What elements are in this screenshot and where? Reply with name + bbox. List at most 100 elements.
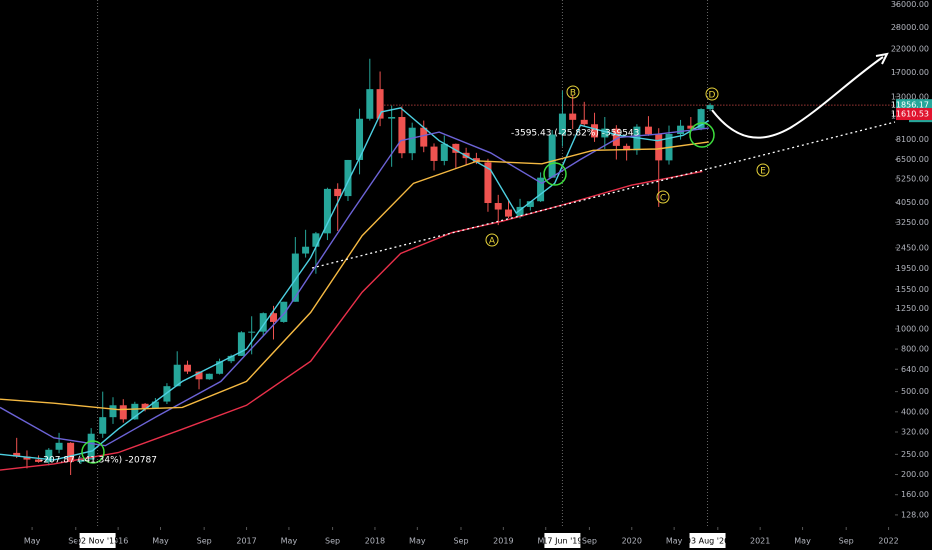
x-tick-label: 2016 xyxy=(108,537,128,546)
candle-body xyxy=(706,105,714,110)
candle-body xyxy=(612,128,620,146)
y-tick-label: 128.00 xyxy=(901,510,929,519)
x-tick-label: 2021 xyxy=(750,537,770,546)
candle-body xyxy=(580,119,588,125)
candle-body xyxy=(141,403,149,409)
y-tick-label: 200.00 xyxy=(901,470,929,479)
highlight-circle xyxy=(689,122,715,148)
candle-body xyxy=(163,386,171,402)
candle-body xyxy=(388,117,396,119)
x-tick-label: Sep xyxy=(453,537,468,546)
candle-body xyxy=(270,313,278,322)
candle-body xyxy=(35,459,43,462)
candle-body xyxy=(356,118,364,160)
candle-body xyxy=(430,146,438,161)
candle-body xyxy=(677,125,685,134)
y-tick-label: 250.00 xyxy=(901,450,929,459)
y-tick-label: 500.00 xyxy=(901,387,929,396)
candle-body xyxy=(131,403,139,420)
x-tick-label: Sep xyxy=(68,537,83,546)
ma-line xyxy=(0,170,703,471)
candle-body xyxy=(420,127,428,147)
y-tick-label: 36000.00 xyxy=(891,0,929,9)
candle-body xyxy=(151,401,159,409)
candle-body xyxy=(452,143,460,153)
highlight-circle xyxy=(81,440,105,464)
candle-body xyxy=(344,159,352,197)
wave-circle xyxy=(566,85,580,99)
x-tick-label: 2020 xyxy=(622,537,642,546)
wave-label: E xyxy=(760,167,766,177)
price-tag-label: 11856.17 xyxy=(891,101,929,110)
candle-body xyxy=(548,134,556,178)
candle-body xyxy=(291,253,299,302)
candle-body xyxy=(484,162,492,204)
candle-body xyxy=(323,188,331,234)
candle-body xyxy=(302,246,310,254)
candle-body xyxy=(109,405,117,418)
candle-body xyxy=(526,201,534,207)
measurement: -207.87 (-41.34%) -20787 xyxy=(40,456,157,466)
candle-body xyxy=(237,332,245,356)
candle-body xyxy=(45,449,53,462)
y-tick-label: 17000.00 xyxy=(891,68,929,77)
y-tick-label: 1550.00 xyxy=(896,285,929,294)
candle-body xyxy=(366,89,374,119)
candle-body xyxy=(504,209,512,217)
candle-body xyxy=(216,361,224,374)
candle-body xyxy=(77,459,85,462)
candle-body xyxy=(227,355,235,362)
y-tick-label: 1000.00 xyxy=(896,324,929,333)
candle-body xyxy=(494,203,502,210)
x-tick-label: May xyxy=(794,537,811,546)
x-tick-label: Sep xyxy=(582,537,597,546)
plot-area xyxy=(0,0,895,527)
y-tick-label: 28000.00 xyxy=(891,23,929,32)
projection-curve xyxy=(711,56,884,139)
x-tick-label: May xyxy=(409,537,426,546)
date-label-box xyxy=(544,533,581,548)
candle-body xyxy=(67,442,75,462)
wave-label: B xyxy=(570,89,576,99)
y-tick-label: 640.00 xyxy=(901,365,929,374)
y-tick-label: 800.00 xyxy=(901,345,929,354)
ma-line xyxy=(0,141,709,411)
trend-line xyxy=(311,121,896,269)
candle-body xyxy=(119,405,127,420)
candle-body xyxy=(558,113,566,135)
candle-body xyxy=(376,89,384,119)
projection-arrow xyxy=(875,52,889,65)
y-tick-label: 4050.00 xyxy=(896,198,929,207)
candle-body xyxy=(312,233,320,247)
x-tick-label: 2018 xyxy=(365,537,385,546)
y-tick-label: 22000.00 xyxy=(891,45,929,54)
x-tick-label: May xyxy=(152,537,169,546)
x-tick-label: Sep xyxy=(197,537,212,546)
candle-body xyxy=(183,364,191,372)
candle-body xyxy=(205,373,213,380)
candle-body xyxy=(537,177,545,202)
wave-label: C xyxy=(660,194,666,204)
y-tick-label: 8100.00 xyxy=(896,135,929,144)
candle-body xyxy=(687,125,695,129)
wave-circle xyxy=(705,87,719,101)
candle-body xyxy=(440,143,448,161)
wave-label: A xyxy=(489,237,496,247)
x-tick-label: May xyxy=(666,537,683,546)
highlight-circle xyxy=(543,162,567,186)
x-tick-label: 2022 xyxy=(878,537,898,546)
y-tick-label: 13000.00 xyxy=(891,92,929,101)
candle-body xyxy=(591,124,599,138)
date-label: 03 Aug '20 xyxy=(686,537,729,546)
candle-body xyxy=(23,456,31,460)
candle-body xyxy=(280,301,288,322)
y-tick-label: 6500.00 xyxy=(896,155,929,164)
candle-body xyxy=(644,126,652,135)
y-tick-label: 160.00 xyxy=(901,490,929,499)
date-label-box xyxy=(79,533,116,548)
price-tag-label: 11610.53 xyxy=(891,110,929,119)
wave-label: D xyxy=(709,91,716,101)
wave-circle xyxy=(485,233,499,247)
candle-body xyxy=(248,331,256,333)
